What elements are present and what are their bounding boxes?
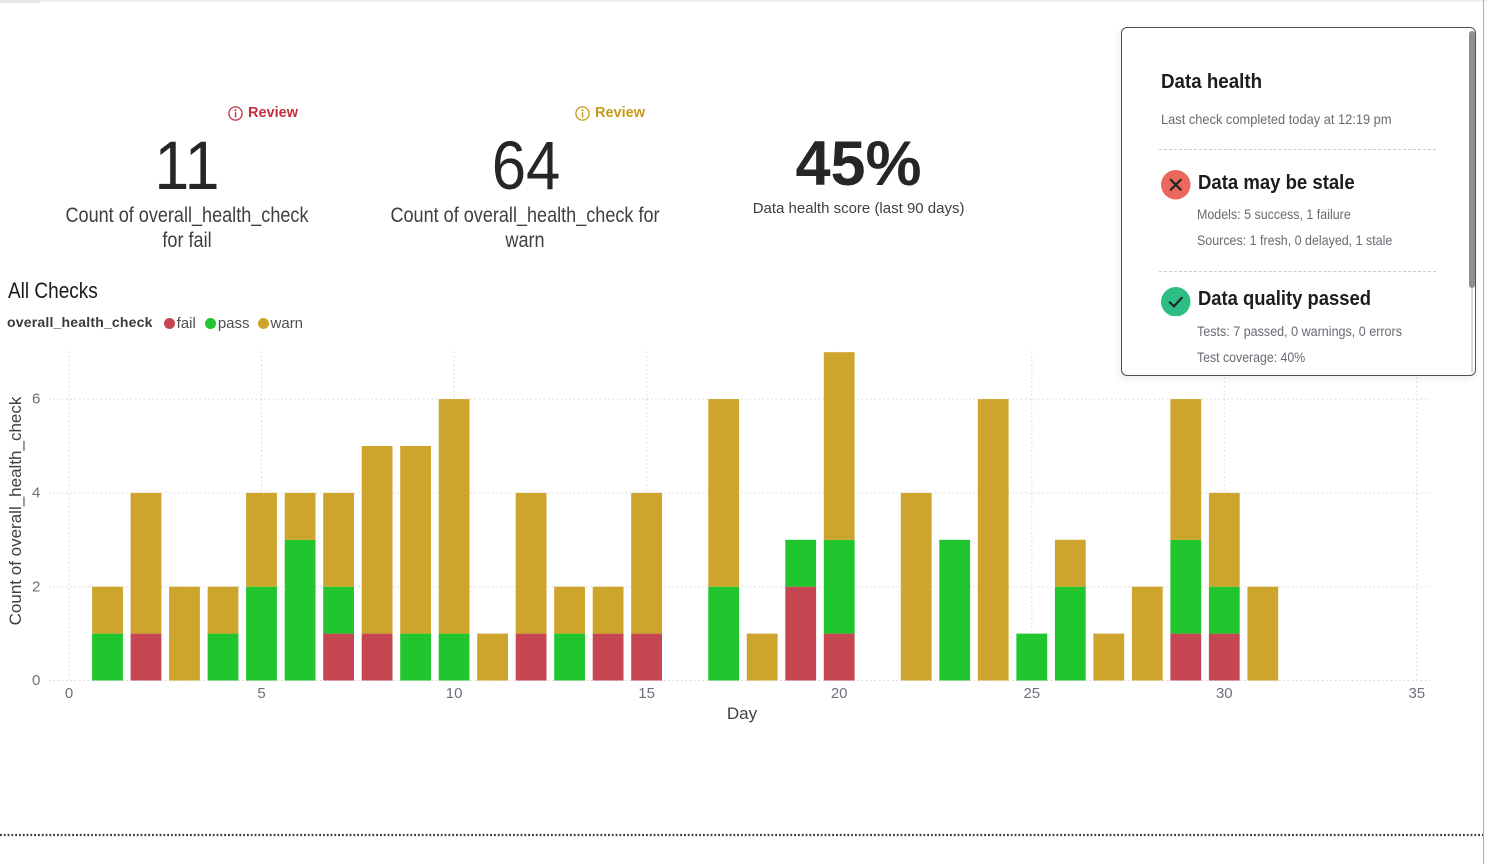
svg-text:35: 35 — [1408, 685, 1425, 702]
svg-text:20: 20 — [831, 685, 848, 702]
svg-text:10: 10 — [446, 685, 463, 702]
svg-text:0: 0 — [32, 672, 40, 689]
svg-text:30: 30 — [1216, 685, 1233, 702]
svg-text:25: 25 — [1023, 685, 1040, 702]
svg-text:4: 4 — [32, 485, 40, 502]
svg-text:0: 0 — [65, 685, 73, 702]
svg-text:6: 6 — [32, 391, 40, 408]
svg-text:2: 2 — [32, 578, 40, 595]
svg-text:Day: Day — [727, 704, 758, 723]
svg-text:15: 15 — [638, 685, 655, 702]
svg-text:Count of overall_health_check: Count of overall_health_check — [6, 396, 25, 625]
svg-text:5: 5 — [257, 685, 265, 702]
